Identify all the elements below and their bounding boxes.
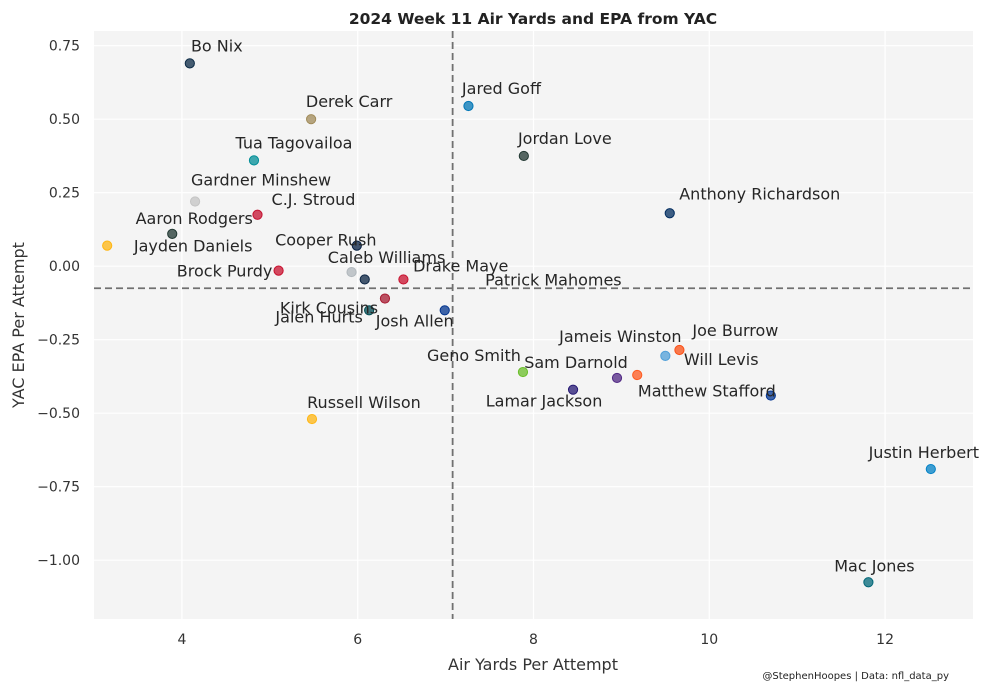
point-label: Jameis Winston (558, 327, 681, 346)
credit-text: @StephenHoopes | Data: nfl_data_py (762, 671, 949, 682)
point-label: Matthew Stafford (638, 382, 776, 401)
y-tick-label: −0.75 (37, 480, 80, 496)
point-label: Will Levis (684, 350, 759, 369)
point-label: Aaron Rodgers (136, 209, 253, 228)
data-point (632, 369, 643, 381)
point-label: Brock Purdy (177, 262, 273, 281)
point-label: Derek Carr (306, 92, 393, 111)
y-tick-label: −0.25 (37, 333, 80, 349)
point-label: Sam Darnold (524, 353, 628, 372)
point-label: Tua Tagovailoa (234, 133, 352, 152)
point-label: Kirk Cousins (280, 299, 378, 318)
data-point (102, 240, 113, 251)
data-point (925, 463, 936, 475)
data-point (664, 208, 675, 219)
y-tick-label: 0.00 (49, 259, 80, 275)
chart-title: 2024 Week 11 Air Yards and EPA from YAC (349, 10, 717, 28)
x-tick-label: 4 (177, 632, 186, 648)
data-point (306, 114, 317, 125)
data-point (398, 274, 409, 285)
point-label: Josh Allen (375, 311, 454, 330)
point-labels: Bo Nix Jared Goff Derek Carr Jordan Love Tua… (133, 36, 979, 575)
data-point (184, 58, 195, 69)
data-point (518, 150, 529, 162)
point-label: Mac Jones (834, 556, 914, 575)
y-tick-label: 0.25 (49, 186, 80, 202)
point-label: Drake Maye (413, 256, 508, 275)
point-label: C.J. Stroud (272, 190, 356, 209)
data-point (252, 209, 263, 220)
point-label: Cooper Rush (275, 231, 376, 250)
data-point (359, 274, 370, 285)
y-tick-label: −0.50 (37, 406, 80, 422)
point-label: Anthony Richardson (679, 184, 840, 203)
x-tick-label: 10 (700, 632, 718, 648)
x-tick-label: 6 (353, 632, 362, 648)
x-tick-label: 8 (529, 632, 538, 648)
data-point (439, 305, 450, 316)
data-point (273, 265, 284, 276)
data-point (765, 390, 776, 401)
point-label: Lamar Jackson (486, 392, 603, 411)
point-label: Geno Smith (427, 346, 521, 365)
y-tick-label: 0.50 (49, 112, 80, 128)
point-label: Joe Burrow (691, 321, 778, 340)
point-label: Jayden Daniels (133, 237, 253, 256)
data-point (567, 384, 579, 395)
x-axis-label: Air Yards Per Attempt (448, 655, 618, 674)
data-point (189, 196, 201, 207)
point-label: Caleb Williams (328, 248, 445, 267)
data-point (517, 366, 529, 378)
point-label: Jalen Hurts (274, 307, 362, 326)
reference-lines (94, 31, 973, 619)
data-point (611, 372, 623, 384)
data-point (248, 155, 260, 166)
data-point (167, 228, 178, 239)
data-point (351, 240, 362, 251)
point-label: Bo Nix (191, 36, 243, 55)
point-label: Jordan Love (517, 129, 612, 148)
data-point (863, 577, 874, 588)
point-label: Russell Wilson (307, 393, 421, 412)
point-label: Gardner Minshew (191, 171, 331, 190)
y-axis-label: YAC EPA Per Attempt (9, 242, 28, 409)
axis-ticks: 4 6 8 10 12 0.75 0.50 0.25 0.00 −0.25 −0.50 −0.75 −1… (37, 39, 894, 648)
data-points (102, 58, 936, 588)
y-tick-label: −1.00 (37, 553, 80, 569)
y-tick-label: 0.75 (49, 39, 80, 55)
x-tick-label: 12 (876, 632, 894, 648)
data-point (660, 350, 671, 361)
gridlines (94, 31, 973, 619)
data-point (463, 100, 474, 112)
data-point (346, 266, 357, 278)
data-point (674, 344, 685, 356)
data-point (306, 413, 318, 425)
data-point (364, 305, 375, 316)
point-label: Patrick Mahomes (485, 270, 621, 289)
point-label: Justin Herbert (868, 443, 979, 462)
data-point (379, 293, 391, 304)
point-label: Jared Goff (461, 79, 542, 98)
